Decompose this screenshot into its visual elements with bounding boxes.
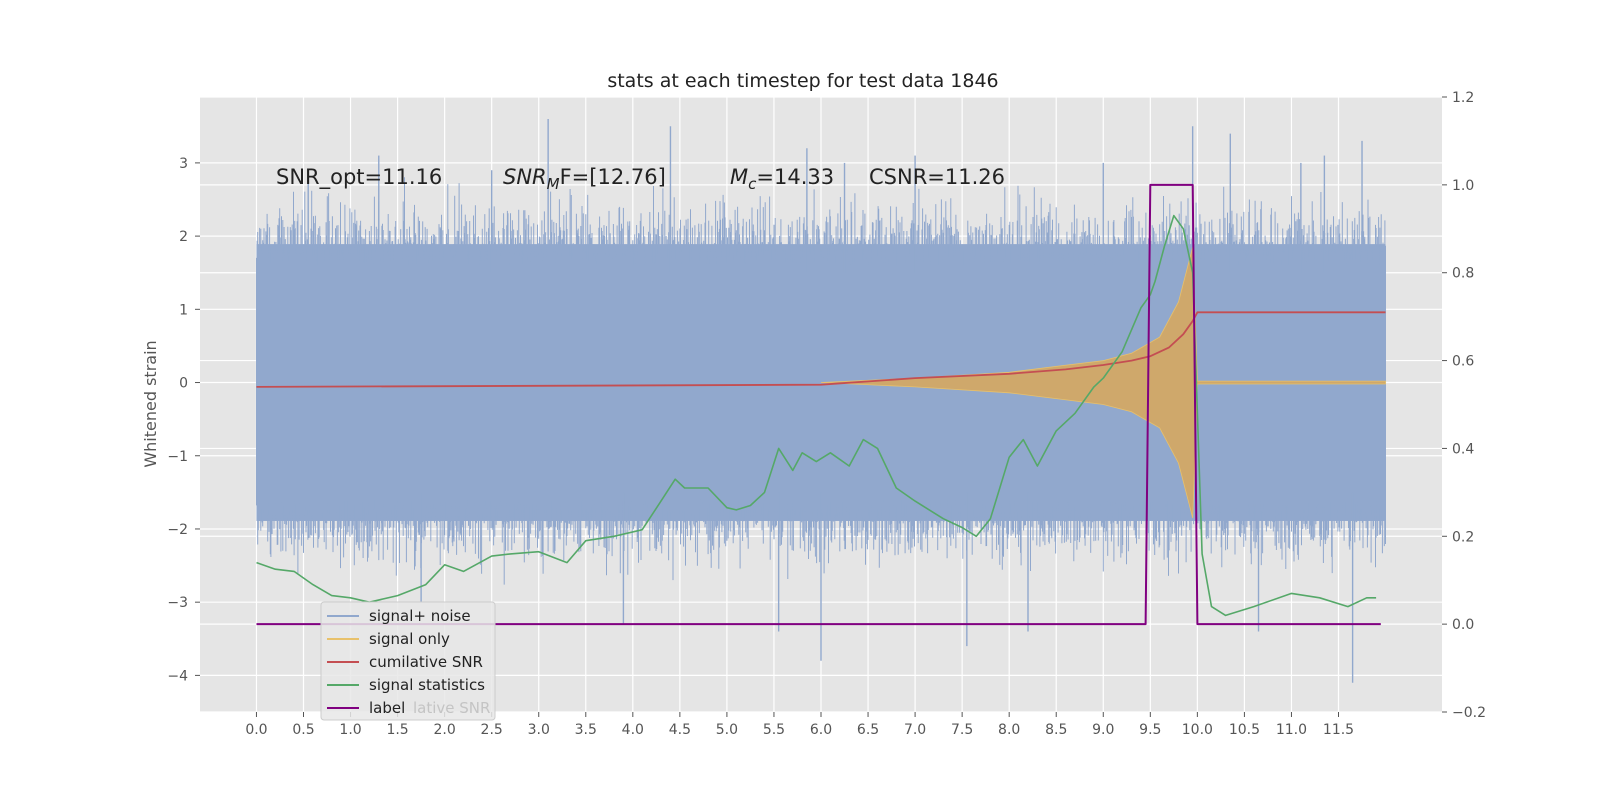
annotation-1: SNRMF=[12.76] (503, 165, 666, 193)
x-tick-label: 9.5 (1139, 722, 1161, 738)
x-tick-label: 6.0 (810, 722, 832, 738)
y2-tick-label: 1.2 (1452, 90, 1474, 106)
x-tick-label: 0.0 (245, 722, 267, 738)
y-tick-label: 1 (179, 302, 188, 318)
legend-label-0: signal+ noise (369, 607, 471, 625)
x-tick-label: 6.5 (857, 722, 879, 738)
plot-area (256, 118, 1386, 683)
y-tick-label: −1 (167, 449, 188, 465)
x-tick-label: 5.5 (763, 722, 785, 738)
y-tick-label: 2 (179, 229, 188, 245)
y-tick-label: 0 (179, 376, 188, 392)
x-tick-label: 7.0 (904, 722, 926, 738)
y-tick-label: −2 (167, 522, 188, 538)
x-tick-label: 10.5 (1229, 722, 1260, 738)
x-tick-label: 5.0 (716, 722, 738, 738)
legend-label-2: cumilative SNR (369, 653, 483, 671)
annotation-2: Mc=14.33 (730, 165, 834, 193)
chart-title: stats at each timestep for test data 184… (607, 70, 998, 92)
x-tick-label: 9.0 (1092, 722, 1114, 738)
y-tick-label: −4 (167, 668, 188, 684)
x-tick-label: 10.0 (1182, 722, 1213, 738)
legend-label-1: signal only (369, 630, 450, 648)
x-tick-label: 1.5 (386, 722, 408, 738)
y2-tick-label: 0.2 (1452, 529, 1474, 545)
annotation-0: SNR_opt=11.16 (276, 165, 442, 190)
x-tick-label: 4.5 (669, 722, 691, 738)
y2-tick-label: 0.8 (1452, 266, 1474, 282)
x-tick-label: 8.0 (998, 722, 1020, 738)
y2-tick-label: −0.2 (1452, 705, 1486, 721)
legend-label-3: signal statistics (369, 676, 485, 694)
signal-statistics-series (256, 214, 1377, 617)
y2-tick-label: 1.0 (1452, 178, 1474, 194)
x-tick-label: 2.5 (481, 722, 503, 738)
x-tick-label: 3.5 (575, 722, 597, 738)
y-axis-title: Whitened strain (141, 340, 160, 467)
y2-tick-label: 0.4 (1452, 441, 1474, 457)
y2-tick-label: 0.0 (1452, 617, 1474, 633)
x-tick-label: 1.0 (339, 722, 361, 738)
y-tick-label: 3 (179, 156, 188, 172)
x-tick-label: 0.5 (292, 722, 314, 738)
x-tick-label: 11.0 (1276, 722, 1307, 738)
legend-ghost-text: lative SNR (413, 699, 490, 717)
legend-label-4: label (369, 699, 405, 717)
x-tick-label: 4.0 (622, 722, 644, 738)
x-tick-label: 7.5 (951, 722, 973, 738)
annotations: SNR_opt=11.16 SNRMF=[12.76] Mc=14.33 CSNR=1… (276, 165, 1005, 193)
x-tick-label: 2.0 (434, 722, 456, 738)
x-tick-label: 8.5 (1045, 722, 1067, 738)
axes: 0.0 0.5 1.0 1.5 2.0 2.5 3.0 3.5 4.0 4.5 5.0 5.5 6.0 6… (167, 90, 1486, 738)
x-tick-label: 3.0 (528, 722, 550, 738)
y2-tick-label: 0.6 (1452, 354, 1474, 370)
annotation-3: CSNR=11.26 (869, 165, 1005, 189)
legend-box (320, 601, 496, 721)
y-tick-label: −3 (167, 595, 188, 611)
x-tick-label: 11.5 (1323, 722, 1354, 738)
signal-only-series (820, 247, 1386, 519)
label-series (256, 183, 1381, 626)
cumilative-snr-series (256, 311, 1386, 388)
legend: signal+ noise signal only cumilative SNR si… (320, 601, 496, 721)
